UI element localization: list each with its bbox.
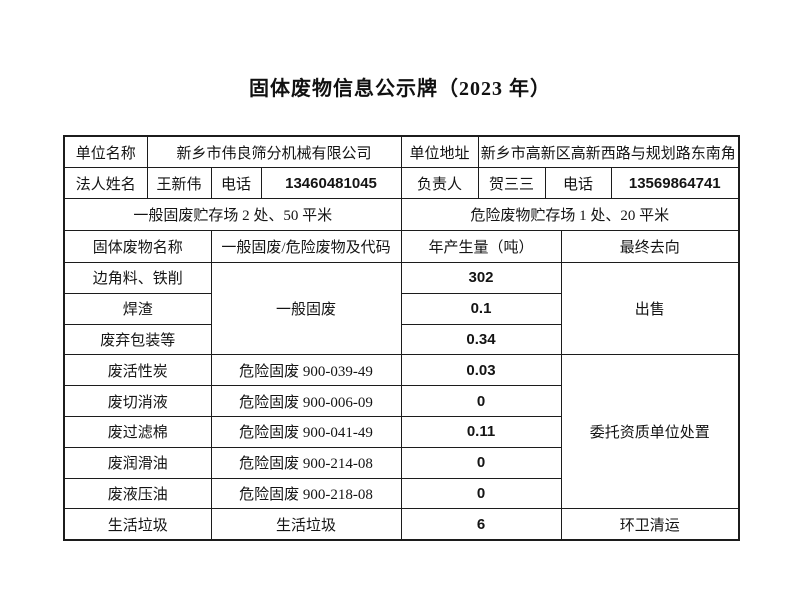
company-row-2: 法人姓名 王新伟 电话 13460481045 负责人 贺三三 电话 13569… [63,167,740,199]
waste-row: 生活垃圾 生活垃圾 6 环卫清运 [63,508,740,541]
waste-name-cell: 废弃包装等 [63,323,212,356]
header-name-cell: 固体废物名称 [63,230,212,263]
general-destination-cell: 出售 [560,261,740,356]
household-destination-cell: 环卫清运 [560,508,740,541]
responsible-cell: 贺三三 [477,167,546,199]
waste-header-row: 固体废物名称 一般固废/危险废物及代码 年产生量（吨） 最终去向 [63,230,740,263]
waste-name-cell: 废液压油 [63,477,212,510]
page-title: 固体废物信息公示牌（2023 年） [249,78,551,100]
waste-code-cell: 危险固废 900-006-09 [210,385,402,417]
waste-amount-cell: 0 [400,385,562,417]
waste-name-cell: 废润滑油 [63,446,212,479]
phone2-cell: 13569864741 [610,167,740,199]
waste-row: 废润滑油 危险固废 900-214-08 0 [63,446,739,479]
waste-amount-cell: 0.1 [400,292,562,325]
legal-person-label-cell: 法人姓名 [63,167,148,199]
waste-row: 废切消液 危险固废 900-006-09 0 [63,385,739,417]
storage-row: 一般固废贮存场 2 处、50 平米 危险废物贮存场 1 处、20 平米 [63,198,740,231]
waste-amount-cell: 302 [400,262,562,294]
waste-name-cell: 废切消液 [63,385,212,417]
header-destination-cell: 最终去向 [560,230,740,263]
unit-name-label-cell: 单位名称 [63,135,148,168]
waste-code-cell: 危险固废 900-039-49 [210,354,402,387]
hazardous-destination-cell: 委托资质单位处置 [560,354,740,510]
waste-name-cell: 边角料、铁削 [63,262,212,294]
waste-row: 废活性炭 危险固废 900-039-49 0.03 委托资质单位处置 [63,354,740,510]
hazardous-storage-cell: 危险废物贮存场 1 处、20 平米 [400,198,740,231]
waste-row: 焊渣 0.1 [63,292,739,325]
unit-address-label-cell: 单位地址 [400,135,479,168]
waste-code-cell: 危险固废 900-214-08 [210,446,402,479]
waste-row: 边角料、铁削 一般固废 302 出售 [63,261,740,356]
waste-amount-cell: 0.11 [400,415,562,448]
general-type-cell: 一般固废 [210,261,402,356]
waste-code-cell: 危险固废 900-218-08 [210,477,402,510]
phone1-cell: 13460481045 [260,167,402,199]
waste-name-cell: 废活性炭 [63,354,212,387]
waste-name-cell: 焊渣 [63,292,212,325]
waste-amount-cell: 6 [400,508,562,541]
unit-address-cell: 新乡市高新区高新西路与规划路东南角 [477,135,740,168]
waste-amount-cell: 0 [400,446,562,479]
waste-row: 废弃包装等 0.34 [63,323,739,356]
company-row-1: 单位名称 新乡市伟良筛分机械有限公司 单位地址 新乡市高新区高新西路与规划路东南… [63,135,740,168]
responsible-label-cell: 负责人 [400,167,479,199]
waste-name-cell: 废过滤棉 [63,415,212,448]
waste-amount-cell: 0.34 [400,323,562,356]
phone1-label-cell: 电话 [210,167,262,199]
general-storage-cell: 一般固废贮存场 2 处、50 平米 [63,198,402,231]
legal-person-cell: 王新伟 [146,167,212,199]
waste-row: 废过滤棉 危险固废 900-041-49 0.11 [63,415,739,448]
waste-amount-cell: 0.03 [400,354,562,387]
phone2-label-cell: 电话 [544,167,612,199]
waste-code-cell: 生活垃圾 [210,508,402,541]
header-amount-cell: 年产生量（吨） [400,230,562,263]
waste-row: 废液压油 危险固废 900-218-08 0 [63,477,739,510]
waste-amount-cell: 0 [400,477,562,510]
header-code-cell: 一般固废/危险废物及代码 [210,230,402,263]
waste-name-cell: 生活垃圾 [63,508,212,541]
waste-code-cell: 危险固废 900-041-49 [210,415,402,448]
waste-info-table: 单位名称 新乡市伟良筛分机械有限公司 单位地址 新乡市高新区高新西路与规划路东南… [63,135,741,542]
unit-name-cell: 新乡市伟良筛分机械有限公司 [146,135,402,168]
